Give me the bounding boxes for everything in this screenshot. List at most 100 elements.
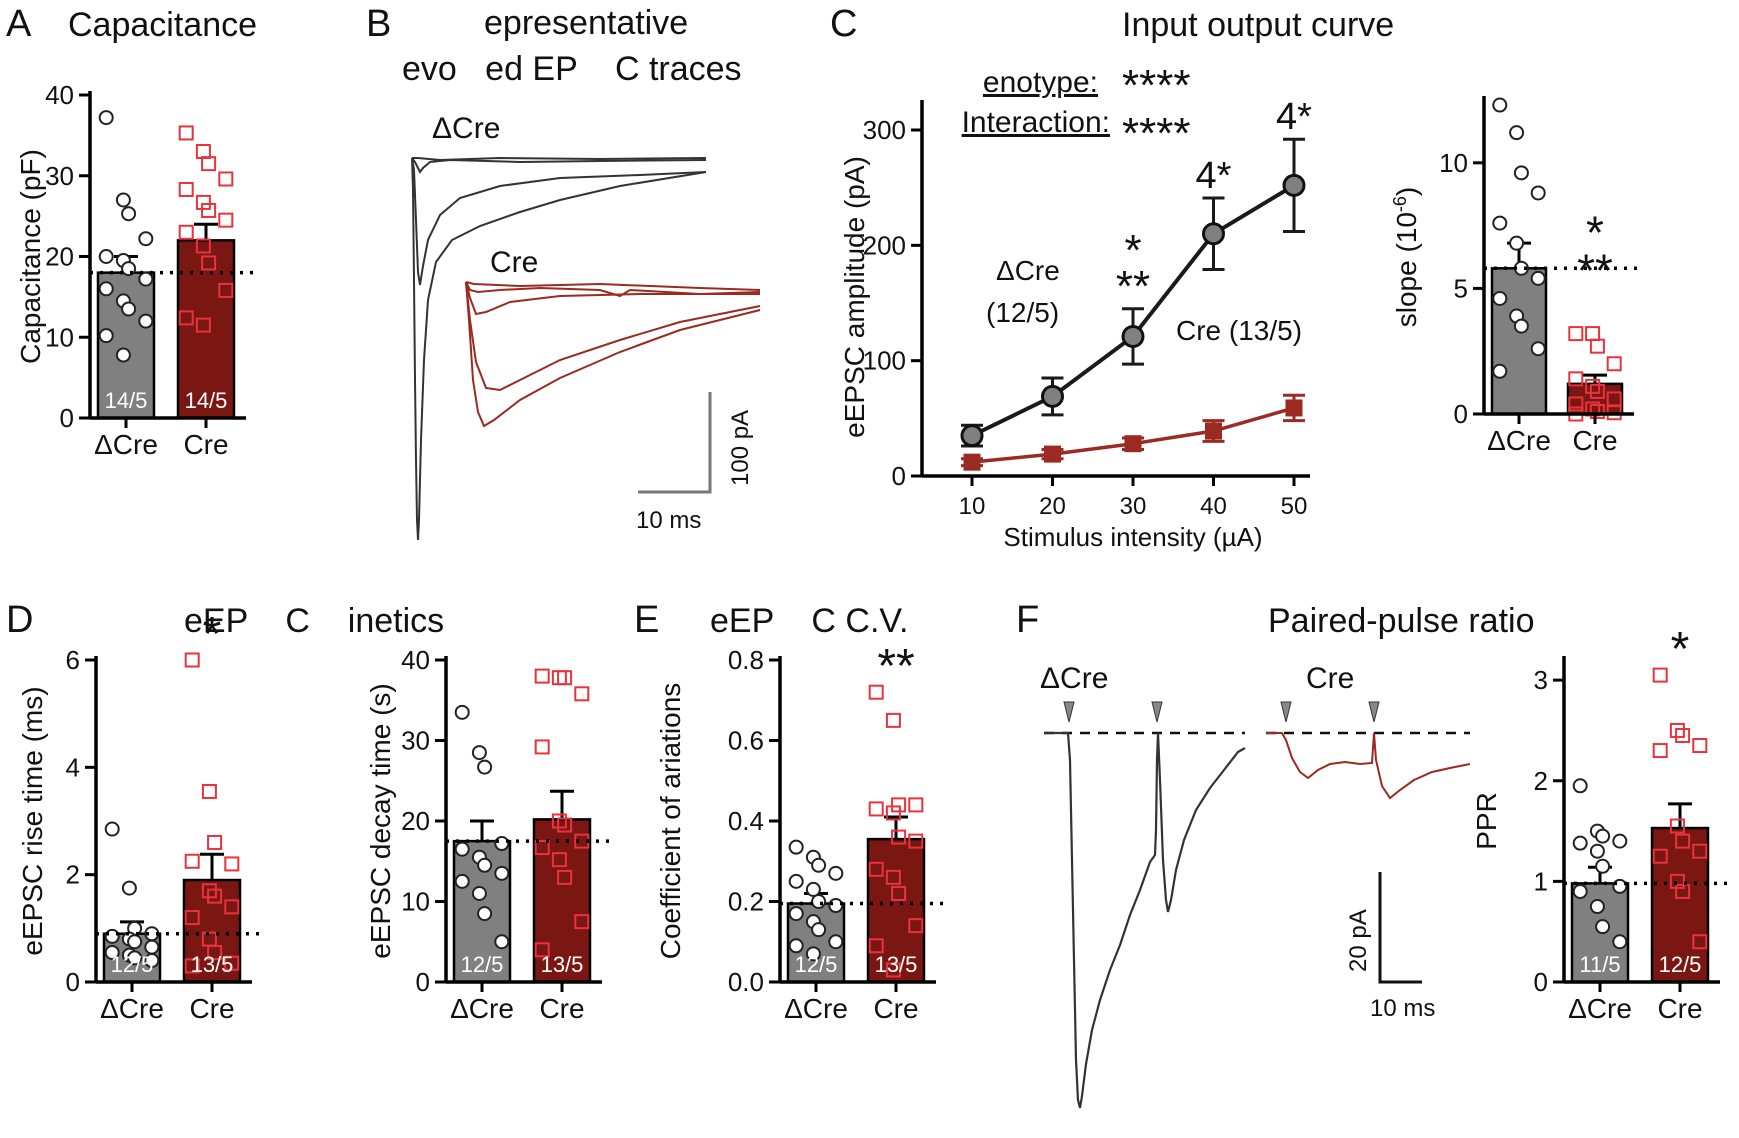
data-point-dcre: [1492, 363, 1508, 379]
data-point-dcre: [138, 313, 154, 329]
data-point-dcre: [1530, 270, 1546, 286]
data-point-dcre: [471, 745, 487, 761]
data-point-dcre: [127, 950, 143, 966]
data-point-cre: [1692, 934, 1708, 950]
data-point-cre: [1669, 722, 1685, 738]
panel-title: Input output curve: [1122, 6, 1394, 44]
data-point-dcre: [454, 841, 470, 857]
data-point-dcre: [494, 836, 510, 852]
data-point-dcre: [454, 704, 470, 720]
y-axis-label: eEPSC decay time (s): [365, 683, 396, 958]
y-tick-label: 300: [863, 115, 906, 145]
data-point-cre: [184, 958, 200, 974]
data-point-dcre: [1282, 173, 1306, 197]
ppr-chart: 0 1 2 3 ΔCre Cre 11/5 12/5 PPR *: [1471, 623, 1728, 1024]
data-point-dcre: [127, 934, 143, 950]
data-point-cre: [891, 829, 907, 845]
interaction-label: Interaction:: [962, 106, 1110, 139]
panel-title: Capacitance: [68, 6, 257, 44]
x-tick-label: ΔCre: [100, 993, 164, 1024]
data-point-dcre: [121, 261, 137, 277]
y-axis-label: PPR: [1471, 792, 1502, 850]
y-axis-label: eEPSC amplitude (pA): [839, 156, 870, 438]
n-label: 12/5: [461, 952, 504, 977]
data-point-cre: [551, 813, 567, 829]
y-tick-label: 200: [863, 230, 906, 260]
data-point-dcre: [788, 839, 804, 855]
y-tick-label: 3: [1534, 665, 1548, 695]
data-point-dcre: [811, 894, 827, 909]
rise-time-chart: 0 2 4 6 ΔCre Cre 12/5 13/5 eEPSC rise time (ms) *: [17, 608, 260, 1024]
panel-b: B epresentative evo ed EP C traces ΔCre …: [366, 3, 761, 541]
x-tick-label: ΔCre: [784, 993, 848, 1024]
y-tick-label: 0.0: [728, 967, 764, 997]
significance-marker: 4*: [1196, 155, 1232, 197]
genotype-significance: ****: [1122, 61, 1191, 110]
data-point-dcre: [1589, 843, 1605, 859]
data-point-dcre: [454, 873, 470, 889]
data-point-cre: [908, 797, 924, 813]
interaction-significance: ****: [1122, 109, 1191, 158]
data-point-cre: [551, 670, 567, 686]
data-point-cre: [1675, 883, 1691, 899]
data-point-cre: [1585, 326, 1601, 342]
dcre-trace-label: ΔCre: [432, 112, 500, 145]
data-point-dcre: [1492, 290, 1508, 306]
data-point-cre: [1606, 356, 1622, 372]
slope-chart: 0 5 10 ΔCre Cre slope (10-6) ***: [1390, 96, 1642, 456]
y-tick-label: 1: [1534, 866, 1548, 896]
panel-a: A Capacitance 0 10 20 30 40 ΔCre Cre 14/5 14/5 Ca…: [6, 3, 257, 460]
data-point-cre: [195, 144, 211, 160]
data-point-cre: [574, 686, 590, 702]
panel-title: eEP C C.V.: [710, 602, 908, 640]
genotype-label: enotype:: [983, 66, 1098, 99]
y-tick-label: 0.4: [728, 806, 764, 836]
data-point-cre: [868, 684, 884, 700]
data-point-dcre: [828, 865, 844, 881]
data-point-cre: [1044, 445, 1061, 463]
data-point-cre: [201, 255, 217, 271]
data-point-dcre: [494, 865, 510, 881]
data-point-dcre: [477, 906, 493, 922]
y-axis-label: slope (10-6): [1390, 187, 1422, 328]
panel-d: D eEP C inetics 0 2 4 6 ΔCre Cre 12/5 13/5 eEPSC…: [6, 599, 610, 1024]
data-point-cre: [1585, 378, 1601, 394]
data-point-cre: [178, 125, 194, 141]
data-point-cre: [207, 888, 223, 904]
data-point-cre: [1692, 843, 1708, 859]
data-point-dcre: [115, 192, 131, 208]
x-tick-label: 30: [1120, 493, 1147, 520]
data-point-cre: [1568, 396, 1584, 412]
data-point-cre: [534, 668, 550, 684]
data-point-dcre: [115, 347, 131, 363]
panel-letter: F: [1016, 599, 1039, 641]
data-point-cre: [1589, 383, 1605, 399]
x-tick-label: Cre: [183, 429, 228, 460]
y-tick-label: 6: [66, 645, 80, 675]
data-point-cre: [885, 869, 901, 885]
data-point-dcre: [1202, 222, 1225, 246]
x-tick-label: ΔCre: [450, 993, 514, 1024]
data-point-dcre: [104, 821, 120, 837]
significance-marker: **: [1577, 245, 1613, 297]
data-point-cre: [178, 310, 194, 326]
data-point-cre: [1124, 435, 1142, 453]
bar-cre: [532, 818, 592, 984]
data-point-cre: [218, 212, 234, 228]
data-point-dcre: [805, 881, 821, 897]
n-label: 12/5: [111, 952, 154, 977]
data-point-dcre: [1595, 919, 1611, 935]
y-tick-label: 0: [1534, 967, 1548, 997]
data-point-dcre: [138, 271, 154, 287]
data-point-cre: [1568, 371, 1584, 387]
data-point-cre: [178, 181, 194, 197]
data-point-cre: [224, 856, 240, 872]
data-point-dcre: [477, 857, 493, 873]
data-point-cre: [557, 670, 573, 686]
data-point-cre: [534, 840, 550, 856]
data-point-cre: [1669, 818, 1685, 834]
cre-trace-label: Cre: [1306, 662, 1354, 695]
panel-letter: B: [366, 3, 391, 45]
n-label: 12/5: [1659, 952, 1702, 977]
data-point-cre: [868, 801, 884, 817]
